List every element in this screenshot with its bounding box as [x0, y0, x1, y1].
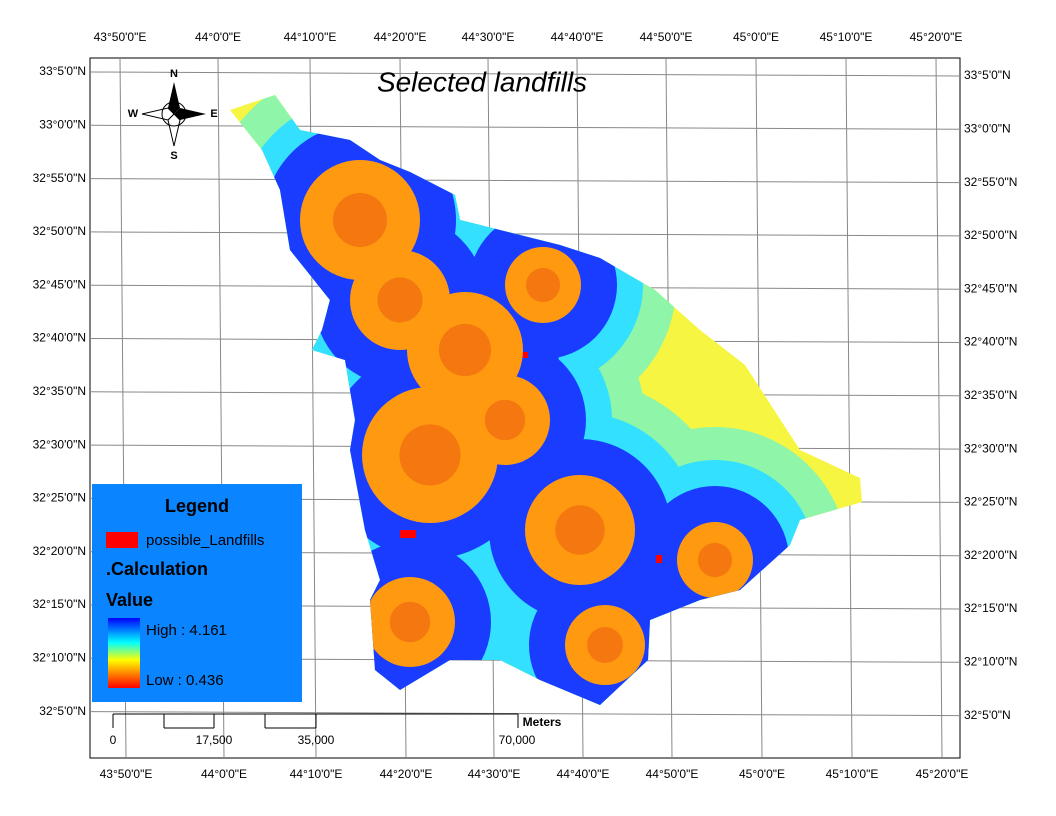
- latitude-label: 32°30'0"N: [33, 437, 86, 451]
- landfill-site: [523, 352, 528, 358]
- longitude-label: 44°30'0"E: [462, 30, 515, 44]
- latitude-label: 32°10'0"N: [33, 650, 86, 664]
- latitude-label: 32°55'0"N: [33, 171, 86, 185]
- latitude-label: 32°35'0"N: [964, 388, 1017, 402]
- scale-unit: Meters: [523, 715, 562, 729]
- longitude-label: 45°0'0"E: [733, 30, 779, 44]
- legend-swatch: [106, 532, 138, 548]
- longitude-label: 45°20'0"E: [916, 767, 969, 781]
- scale-bar: 0 17,500 35,000 70,000 Meters: [110, 713, 562, 747]
- urban-core: [389, 601, 431, 643]
- latitude-label: 32°35'0"N: [33, 384, 86, 398]
- longitude-label: 44°0'0"E: [201, 767, 247, 781]
- compass-label: W: [128, 108, 139, 120]
- latitude-label: 32°10'0"N: [964, 654, 1017, 668]
- longitude-label: 44°20'0"E: [374, 30, 427, 44]
- urban-core: [525, 267, 561, 303]
- latitude-label: 32°5'0"N: [39, 704, 86, 718]
- urban-core: [697, 542, 733, 578]
- latitude-label: 32°15'0"N: [33, 597, 86, 611]
- meridian: [935, 57, 943, 759]
- legend-title: Legend: [165, 496, 229, 516]
- latitude-label: 32°25'0"N: [33, 491, 86, 505]
- legend-label: possible_Landfills: [146, 532, 264, 549]
- latitude-label: 33°0'0"N: [39, 117, 86, 131]
- longitude-label: 45°20'0"E: [910, 30, 963, 44]
- latitude-label: 32°40'0"N: [33, 331, 86, 345]
- longitude-label: 43°50'0"E: [100, 767, 153, 781]
- legend-layer: .Calculation: [106, 559, 208, 579]
- landfill-site: [400, 530, 416, 538]
- parallel: [89, 231, 961, 237]
- compass-label: S: [170, 150, 177, 162]
- urban-core: [438, 323, 492, 377]
- legend-field: Value: [106, 590, 153, 610]
- latitude-label: 32°20'0"N: [33, 544, 86, 558]
- longitude-label: 44°50'0"E: [646, 767, 699, 781]
- latitude-label: 32°50'0"N: [33, 224, 86, 238]
- legend: Legend possible_Landfills .Calculation V…: [92, 484, 302, 702]
- latitude-label: 32°15'0"N: [964, 601, 1017, 615]
- latitude-label: 33°0'0"N: [964, 121, 1011, 135]
- longitude-label: 44°40'0"E: [551, 30, 604, 44]
- urban-core: [377, 277, 423, 323]
- scale-label: 70,000: [499, 733, 536, 747]
- urban-core: [587, 627, 623, 663]
- latitude-label: 33°5'0"N: [39, 64, 86, 78]
- scale-label: 35,000: [298, 733, 335, 747]
- latitude-label: 32°30'0"N: [964, 441, 1017, 455]
- urban-core: [333, 193, 387, 247]
- longitude-label: 45°0'0"E: [739, 767, 785, 781]
- latitude-label: 32°50'0"N: [964, 228, 1017, 242]
- latitude-label: 32°45'0"N: [964, 281, 1017, 295]
- compass-label: E: [210, 108, 217, 120]
- latitude-label: 32°20'0"N: [964, 548, 1017, 562]
- longitude-label: 43°50'0"E: [94, 30, 147, 44]
- longitude-label: 44°10'0"E: [284, 30, 337, 44]
- latitude-label: 32°5'0"N: [964, 708, 1011, 722]
- longitude-label: 44°50'0"E: [640, 30, 693, 44]
- meridian: [845, 57, 853, 759]
- latitude-label: 32°25'0"N: [964, 495, 1017, 509]
- longitude-label: 45°10'0"E: [820, 30, 873, 44]
- longitude-label: 44°0'0"E: [195, 30, 241, 44]
- longitude-label: 44°10'0"E: [290, 767, 343, 781]
- parallel: [89, 71, 961, 77]
- north-arrow: N S E W: [128, 68, 218, 162]
- urban-core: [484, 399, 526, 441]
- latitude-label: 32°45'0"N: [33, 277, 86, 291]
- map-title: Selected landfills: [377, 66, 587, 97]
- latitude-label: 32°55'0"N: [964, 175, 1017, 189]
- latitude-label: 32°40'0"N: [964, 335, 1017, 349]
- legend-low: Low : 0.436: [146, 672, 224, 689]
- longitude-label: 44°20'0"E: [380, 767, 433, 781]
- parallel: [89, 178, 961, 184]
- scale-label: 0: [110, 733, 117, 747]
- landfill-site: [656, 555, 662, 563]
- latitude-label: 33°5'0"N: [964, 68, 1011, 82]
- longitude-label: 45°10'0"E: [826, 767, 879, 781]
- parallel: [89, 711, 961, 717]
- legend-high: High : 4.161: [146, 622, 227, 639]
- urban-core: [399, 424, 461, 486]
- parallel: [89, 124, 961, 130]
- compass-label: N: [170, 68, 178, 80]
- longitude-label: 44°40'0"E: [557, 767, 610, 781]
- color-ramp: [108, 618, 140, 688]
- scale-label: 17,500: [196, 733, 233, 747]
- longitude-label: 44°30'0"E: [468, 767, 521, 781]
- urban-core: [555, 505, 605, 555]
